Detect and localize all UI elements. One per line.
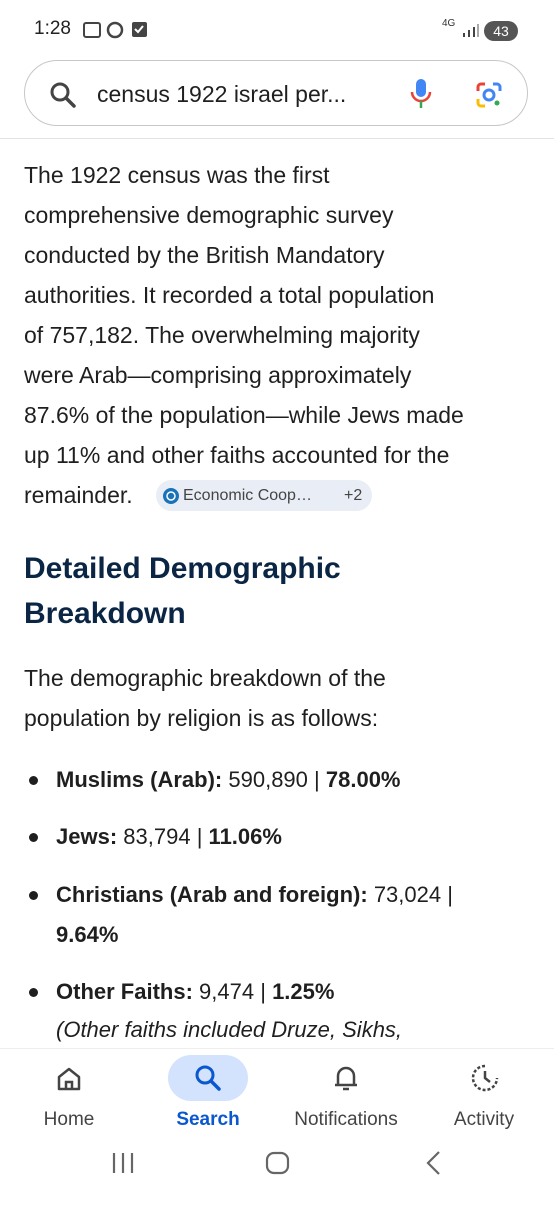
item-separator: | (447, 882, 453, 907)
notifications-icon (335, 1066, 357, 1091)
breakdown-item: Other Faiths: 9,474 | 1.25% (56, 972, 334, 1012)
activity-icon (471, 1064, 499, 1092)
intro-line: The 1922 census was the first (24, 162, 330, 188)
item-percent: 9.64% (56, 922, 119, 947)
item-separator: | (314, 767, 320, 792)
item-percent: 1.25% (272, 979, 335, 1004)
item-percent: 11.06% (208, 824, 282, 849)
status-icons (83, 21, 147, 39)
item-label: Jews: (56, 824, 118, 849)
system-buttons (112, 1151, 440, 1175)
status-bar: 1:28 4G 43 (0, 0, 554, 60)
source-count: +2 (344, 487, 363, 504)
item-count: 9,474 (199, 979, 255, 1004)
section-text: The demographic breakdown of the (24, 665, 386, 691)
item-separator: | (260, 979, 266, 1004)
bullet (29, 988, 38, 997)
battery-level: 43 (484, 21, 518, 41)
network-type: 4G (442, 18, 456, 29)
source-chip[interactable]: Economic Coop… +2 (156, 480, 372, 511)
section-heading: Breakdown (24, 597, 186, 630)
lens-search[interactable] (475, 81, 503, 109)
item-separator: | (196, 824, 203, 849)
answer-content: The 1922 census was the first comprehensi… (0, 139, 554, 1048)
intro-line: of 757,182. The overwhelming majority (24, 322, 420, 348)
intro-line: remainder. (24, 482, 133, 508)
intro-line: were Arab—comprising approximately (24, 362, 412, 388)
search-nav-icon (195, 1065, 221, 1091)
signal-icon (463, 24, 479, 37)
nav-label[interactable]: Search (176, 1109, 240, 1130)
breakdown-item: Christians (Arab and foreign): 73,024 | (56, 875, 453, 915)
divider (0, 138, 554, 139)
breakdown-item: Jews: 83,794 | 11.06% (56, 817, 282, 857)
source-label: Economic Coop… (183, 487, 312, 504)
item-label: Christians (Arab and foreign): (56, 882, 368, 907)
bullet (29, 891, 38, 900)
item-count: 83,794 (123, 824, 191, 849)
intro-line: 87.6% of the population—while Jews made (24, 402, 464, 428)
item-label: Other Faiths: (56, 979, 193, 1004)
voice-search[interactable] (410, 78, 432, 110)
active-indicator (168, 1055, 248, 1101)
item-count: 590,890 (228, 767, 308, 792)
section-text: population by religion is as follows: (24, 705, 379, 731)
item-percent: 78.00% (325, 767, 401, 792)
search-query[interactable]: census 1922 israel per... (97, 81, 347, 107)
bullet (29, 833, 38, 842)
breakdown-note: (Other faiths included Druze, Sikhs, (56, 1017, 403, 1042)
search-icon (50, 82, 76, 108)
intro-line: comprehensive demographic survey (24, 202, 394, 228)
bullet (29, 776, 38, 785)
nav-label[interactable]: Notifications (294, 1109, 398, 1130)
item-count: 73,024 (373, 882, 442, 907)
intro-line: conducted by the British Mandatory (24, 242, 385, 268)
intro-line: up 11% and other faiths accounted for th… (24, 442, 450, 468)
breakdown-item: Muslims (Arab): 590,890 | 78.00% (56, 760, 401, 800)
bottom-navigation: Home Search Notifications Activity (0, 1048, 554, 1146)
section-heading: Detailed Demographic (24, 552, 341, 585)
home-icon (57, 1067, 81, 1091)
nav-label[interactable]: Home (43, 1109, 95, 1130)
item-label: Muslims (Arab): (56, 767, 223, 792)
nav-label[interactable]: Activity (453, 1109, 515, 1130)
source-icon (163, 488, 179, 504)
search-bar[interactable]: census 1922 israel per... (24, 60, 528, 126)
status-time: 1:28 (34, 18, 71, 39)
gesture-bar (0, 1145, 554, 1200)
intro-line: authorities. It recorded a total populat… (24, 282, 435, 308)
